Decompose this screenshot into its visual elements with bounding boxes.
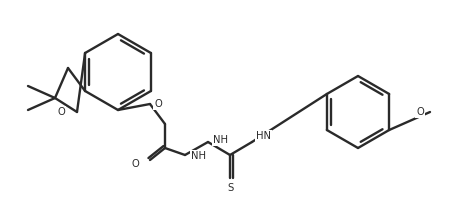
Text: NH: NH: [213, 135, 228, 145]
Text: O: O: [154, 99, 162, 109]
Text: O: O: [57, 107, 65, 117]
Text: O: O: [131, 159, 139, 169]
Text: O: O: [416, 107, 424, 117]
Text: NH: NH: [191, 151, 206, 161]
Text: HN: HN: [256, 131, 271, 141]
Text: S: S: [227, 183, 233, 193]
